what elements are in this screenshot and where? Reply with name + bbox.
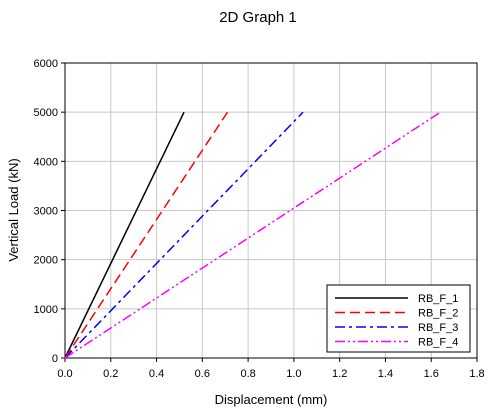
- x-tick-label: 0.8: [240, 368, 255, 380]
- x-tick-label: 1.6: [424, 368, 439, 380]
- x-tick-label: 1.0: [286, 368, 301, 380]
- x-tick-label: 0.6: [195, 368, 210, 380]
- y-tick-label: 3000: [34, 206, 58, 218]
- y-tick-label: 4000: [34, 156, 58, 168]
- series-line-rb-f-4: [64, 111, 441, 359]
- legend-label-rb-f-2: RB_F_2: [418, 308, 458, 320]
- legend: RB_F_1 RB_F_2 RB_F_3 RB_F_4: [326, 284, 471, 353]
- legend-label-rb-f-4: RB_F_4: [418, 337, 458, 349]
- grid: [65, 63, 477, 358]
- chart-title: 2D Graph 1: [219, 9, 297, 26]
- x-tick-label: 0.2: [103, 368, 118, 380]
- x-tick-label: 1.2: [332, 368, 347, 380]
- y-axis-label: Vertical Load (kN): [6, 158, 21, 261]
- y-tick-label: 5000: [34, 107, 58, 119]
- legend-label-rb-f-3: RB_F_3: [418, 322, 458, 334]
- y-tick-label: 1000: [34, 304, 58, 316]
- series-line-rb-f-2: [64, 111, 229, 359]
- y-tick-label: 2000: [34, 255, 58, 267]
- y-tick-label: 0: [52, 353, 58, 365]
- series-lines: [64, 111, 441, 359]
- y-tick-label: 6000: [34, 58, 58, 70]
- y-axis-ticks: 0 1000 2000 3000 4000 5000 6000: [34, 58, 65, 365]
- x-tick-label: 0.0: [57, 368, 72, 380]
- legend-label-rb-f-1: RB_F_1: [418, 293, 458, 305]
- series-line-rb-f-1: [64, 111, 185, 359]
- series-line-rb-f-3: [64, 111, 304, 359]
- legend-box: [326, 284, 471, 353]
- x-tick-label: 1.4: [378, 368, 393, 380]
- x-tick-label: 1.8: [469, 368, 484, 380]
- x-axis-ticks: 0.0 0.2 0.4 0.6 0.8 1.0 1.2 1.4 1.6 1.8: [57, 358, 485, 380]
- x-axis-label: Displacement (mm): [215, 392, 328, 407]
- x-tick-label: 0.4: [149, 368, 164, 380]
